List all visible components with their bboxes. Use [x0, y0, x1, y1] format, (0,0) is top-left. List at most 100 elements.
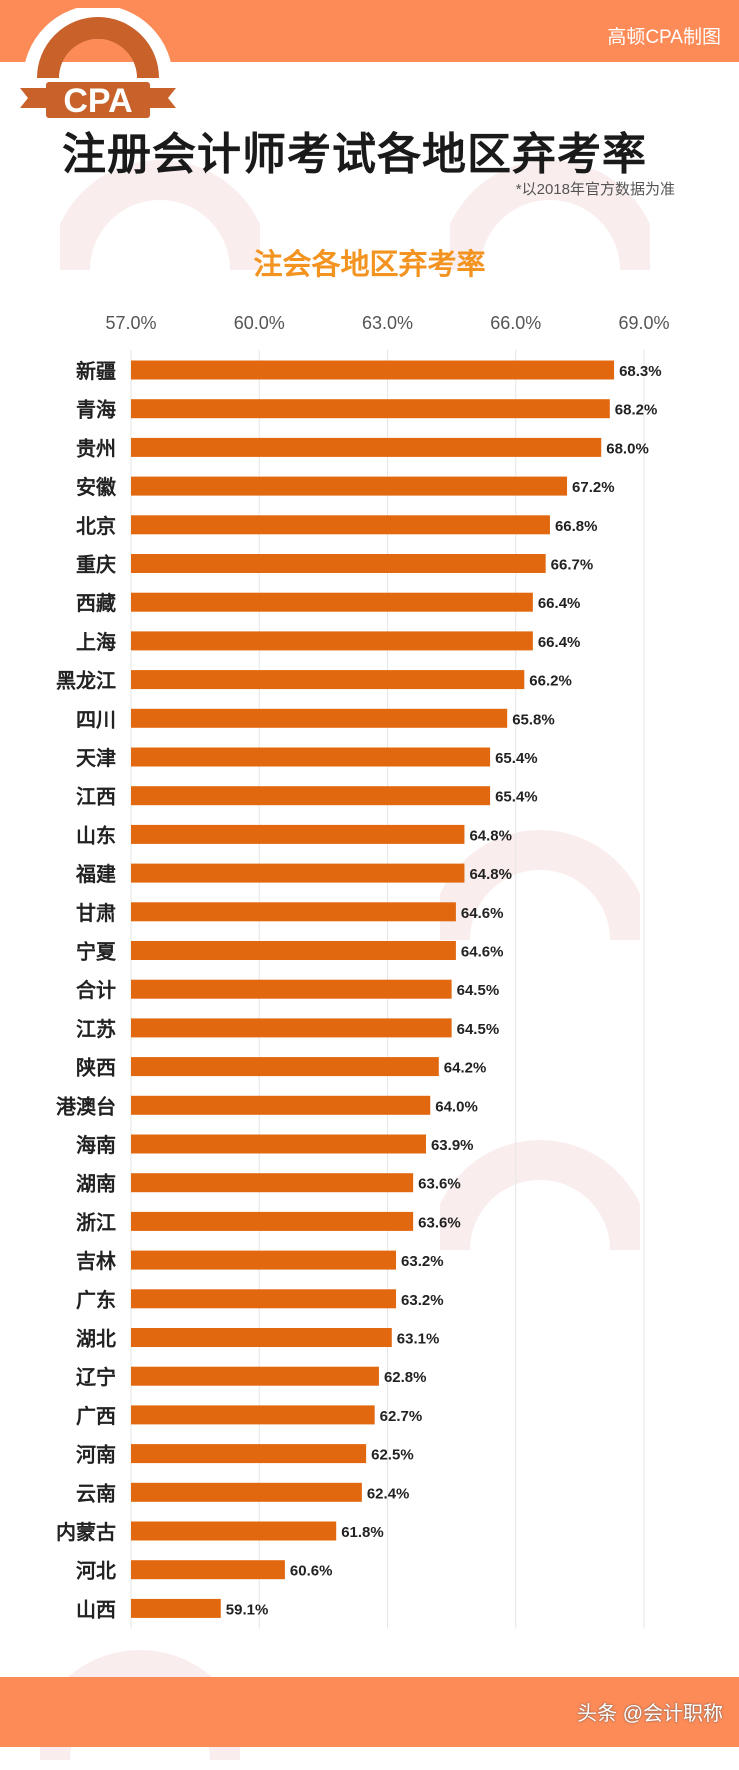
bar: [131, 554, 546, 573]
value-label: 62.4%: [367, 1485, 410, 1502]
page-subtitle: *以2018年官方数据为准: [515, 181, 675, 198]
category-label: 陕西: [76, 1056, 116, 1080]
bar: [131, 1560, 285, 1580]
bar: [131, 786, 491, 806]
value-label: 66.2%: [529, 673, 572, 690]
value-label: 63.9%: [431, 1137, 474, 1154]
footer-credit: 头条 @会计职称: [577, 1703, 723, 1725]
value-label: 65.4%: [495, 750, 538, 767]
category-label: 山西: [76, 1597, 116, 1621]
category-label: 辽宁: [76, 1365, 116, 1389]
bar: [131, 631, 533, 651]
value-label: 64.8%: [469, 866, 512, 883]
bar: [131, 902, 456, 922]
category-label: 青海: [76, 398, 116, 422]
category-label: 四川: [76, 707, 116, 731]
x-tick-label: 69.0%: [618, 313, 669, 333]
category-label: 甘肃: [76, 901, 116, 925]
category-label: 江苏: [76, 1017, 116, 1041]
category-label: 浙江: [76, 1210, 116, 1234]
bar: [131, 708, 508, 728]
bar: [131, 592, 533, 612]
bar: [131, 1173, 414, 1193]
category-label: 北京: [76, 514, 116, 538]
bar: [131, 399, 610, 419]
bar: [131, 1444, 367, 1464]
category-label: 广东: [76, 1288, 116, 1312]
value-label: 59.1%: [226, 1601, 269, 1618]
category-label: 吉林: [76, 1249, 116, 1273]
value-label: 64.6%: [461, 905, 504, 922]
bar: [131, 941, 456, 960]
value-label: 66.7%: [551, 557, 594, 574]
bar: [131, 360, 615, 380]
category-label: 湖北: [76, 1327, 116, 1351]
watermark-logo: [450, 160, 650, 271]
category-label: 天津: [76, 746, 116, 770]
category-label: 江西: [76, 785, 116, 809]
bar: [131, 1521, 337, 1541]
bar: [131, 747, 491, 767]
category-label: 新疆: [76, 359, 116, 383]
value-label: 68.3%: [619, 363, 662, 380]
value-label: 65.4%: [495, 789, 538, 806]
category-label: 港澳台: [56, 1094, 116, 1118]
bar: [131, 1289, 397, 1309]
bar: [131, 1405, 375, 1425]
value-label: 61.8%: [341, 1524, 384, 1541]
value-label: 64.5%: [457, 1021, 500, 1038]
x-tick-label: 60.0%: [234, 313, 285, 333]
x-tick-label: 63.0%: [362, 313, 413, 333]
bar: [131, 476, 568, 496]
x-tick-label: 57.0%: [105, 313, 156, 333]
value-label: 62.7%: [380, 1408, 423, 1425]
bar: [131, 1018, 452, 1038]
category-label: 合计: [76, 978, 116, 1002]
category-label: 广西: [76, 1404, 116, 1428]
value-label: 63.2%: [401, 1292, 444, 1309]
category-label: 西藏: [76, 591, 116, 615]
value-label: 63.2%: [401, 1253, 444, 1270]
bar: [131, 515, 550, 535]
category-label: 上海: [76, 630, 116, 654]
category-label: 黑龙江: [56, 669, 116, 693]
bar: [131, 670, 525, 690]
bar: [131, 1211, 414, 1231]
category-label: 河北: [76, 1559, 116, 1583]
bar: [131, 1328, 392, 1347]
category-label: 福建: [75, 862, 116, 886]
category-label: 贵州: [76, 436, 116, 460]
value-label: 64.5%: [457, 982, 500, 999]
value-label: 65.8%: [512, 711, 555, 728]
value-label: 63.6%: [418, 1214, 461, 1231]
value-label: 64.2%: [444, 1060, 487, 1077]
value-label: 67.2%: [572, 479, 615, 496]
bar: [131, 1134, 426, 1154]
value-label: 66.8%: [555, 518, 598, 535]
value-label: 63.1%: [397, 1331, 440, 1348]
x-tick-label: 66.0%: [490, 313, 541, 333]
header-credit: 高顿CPA制图: [607, 27, 721, 48]
logo-cpa-text: CPA: [63, 82, 132, 120]
category-label: 河南: [76, 1443, 116, 1467]
watermark-logo: [440, 830, 640, 941]
bar: [131, 1057, 439, 1077]
bar: [131, 1598, 221, 1618]
category-label: 云南: [76, 1481, 116, 1505]
category-label: 重庆: [76, 553, 116, 577]
bar: [131, 979, 452, 999]
watermark-logo: [60, 160, 260, 271]
watermark-logo: [440, 1140, 640, 1251]
bar: [131, 1095, 431, 1115]
bar: [131, 437, 602, 457]
chart-title: 注会各地区弃考率: [253, 249, 486, 281]
bar: [131, 1366, 379, 1386]
value-label: 68.0%: [606, 440, 649, 457]
bar: [131, 863, 465, 883]
value-label: 66.4%: [538, 595, 581, 612]
value-label: 63.6%: [418, 1176, 461, 1193]
category-label: 安徽: [76, 475, 117, 499]
value-label: 60.6%: [290, 1563, 333, 1580]
page-title: 注册会计师考试各地区弃考率: [62, 130, 647, 179]
category-label: 内蒙古: [56, 1520, 116, 1544]
